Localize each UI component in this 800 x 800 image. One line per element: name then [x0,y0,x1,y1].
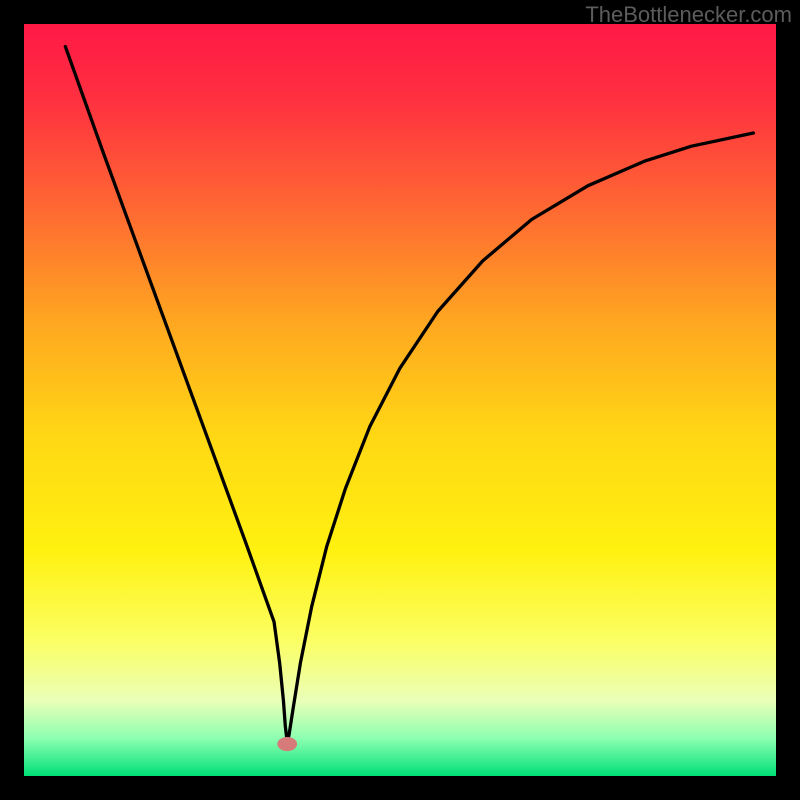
chart-container: TheBottlenecker.com [0,0,800,800]
plot-area [24,24,776,776]
bottleneck-curve [24,24,776,776]
minimum-marker [278,737,297,750]
watermark-text: TheBottlenecker.com [585,2,792,28]
